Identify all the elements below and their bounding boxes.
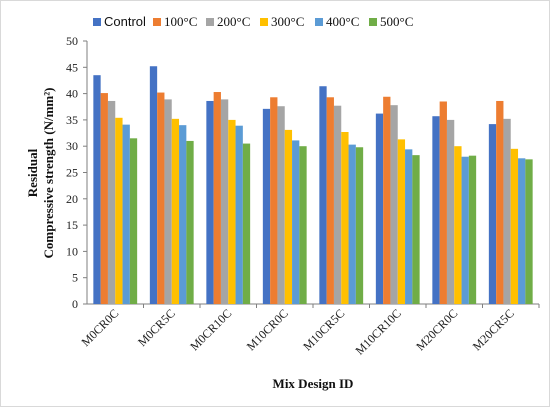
x-axis-title: Mix Design ID — [273, 376, 354, 391]
x-tick-label-7: M20CR5C — [470, 306, 517, 353]
legend-swatch-2 — [206, 18, 214, 26]
bar-m10cr5c-control — [319, 86, 327, 305]
y-tick-label-8: 40 — [66, 87, 78, 101]
bar-m20cr5c-500c — [525, 159, 533, 304]
legend-label-3: 300°C — [271, 14, 304, 29]
bar-m20cr0c-500c — [468, 155, 477, 304]
bar-m10cr10c-500c — [412, 155, 420, 304]
legend-swatch-0 — [93, 18, 101, 26]
y-tick-label-7: 35 — [66, 113, 78, 127]
y-tick-label-6: 30 — [66, 139, 78, 153]
legend-swatch-5 — [369, 18, 377, 26]
bar-m0cr5c-400c — [179, 125, 187, 304]
bar-m20cr5c-300c — [510, 148, 519, 304]
y-tick-label-10: 50 — [66, 34, 78, 48]
bar-m20cr0c-100c — [439, 101, 447, 305]
bar-m10cr0c-100c — [270, 97, 278, 304]
bar-m20cr5c-400c — [518, 158, 526, 304]
bar-m0cr5c-control — [149, 66, 158, 304]
bar-m0cr5c-200c — [164, 99, 172, 304]
bar-m0cr0c-200c — [107, 100, 116, 305]
bar-m10cr5c-100c — [326, 97, 334, 304]
legend-label-2: 200°C — [217, 14, 250, 29]
bar-m10cr5c-200c — [333, 105, 342, 304]
y-tick-label-9: 45 — [66, 60, 78, 74]
bar-m0cr10c-200c — [220, 99, 229, 304]
bar-m0cr10c-500c — [242, 143, 251, 304]
y-tick-label-2: 10 — [66, 244, 78, 258]
bar-m0cr10c-100c — [213, 92, 221, 304]
bar-m0cr5c-300c — [171, 118, 180, 305]
legend-label-0: Control — [104, 14, 146, 29]
bar-m0cr10c-control — [206, 100, 214, 305]
y-tick-label-3: 15 — [66, 218, 78, 232]
y-tick-label-0: 0 — [72, 297, 78, 311]
legend-label-1: 100°C — [164, 14, 197, 29]
bar-m10cr0c-200c — [277, 106, 285, 304]
bar-m10cr10c-300c — [397, 139, 406, 304]
y-axis-title-line-2: Compressive strength (N/mm²) — [41, 88, 56, 259]
x-tick-label-2: M0CR10C — [187, 306, 234, 353]
bar-m20cr0c-200c — [446, 119, 455, 305]
x-tick-label-4: M10CR5C — [300, 306, 347, 353]
bar-m10cr10c-400c — [405, 149, 413, 304]
x-tick-label-3: M10CR0C — [244, 306, 291, 353]
y-tick-label-5: 25 — [66, 166, 78, 180]
bar-m10cr10c-200c — [390, 105, 398, 304]
bar-m10cr0c-300c — [284, 129, 293, 304]
x-tick-label-6: M20CR0C — [413, 306, 460, 353]
x-tick-label-1: M0CR5C — [135, 306, 178, 349]
bar-m0cr5c-500c — [186, 140, 194, 304]
x-tick-label-0: M0CR0C — [78, 306, 121, 349]
bar-m20cr5c-200c — [503, 118, 511, 305]
bar-m20cr0c-control — [432, 116, 440, 304]
bar-m0cr0c-control — [93, 75, 101, 304]
bar-m20cr0c-300c — [454, 146, 462, 304]
bar-m20cr5c-100c — [496, 100, 504, 305]
legend-label-5: 500°C — [380, 14, 413, 29]
legend-swatch-1 — [153, 18, 161, 26]
bar-m10cr5c-300c — [341, 131, 349, 304]
bar-m0cr5c-100c — [157, 92, 165, 304]
y-axis-title-line-1: Residual — [25, 148, 40, 197]
x-tick-label-5: M10CR10C — [352, 306, 403, 357]
bar-m10cr10c-control — [375, 113, 384, 304]
y-tick-label-1: 5 — [72, 271, 78, 285]
y-tick-label-4: 20 — [66, 192, 78, 206]
bar-m0cr0c-400c — [122, 124, 130, 304]
bar-m10cr5c-500c — [355, 147, 364, 304]
bar-m0cr10c-400c — [235, 125, 243, 304]
legend-swatch-3 — [260, 18, 268, 26]
bar-m0cr0c-500c — [129, 138, 138, 304]
bar-m20cr0c-400c — [461, 156, 469, 304]
bar-m10cr5c-400c — [348, 144, 356, 304]
bar-m0cr0c-100c — [100, 93, 108, 304]
legend-label-4: 400°C — [326, 14, 359, 29]
bar-m10cr10c-100c — [383, 96, 391, 304]
bar-m0cr10c-300c — [228, 119, 236, 305]
bar-m20cr5c-control — [488, 124, 497, 304]
legend-swatch-4 — [315, 18, 323, 26]
bar-m0cr0c-300c — [115, 117, 123, 305]
bar-m10cr0c-400c — [292, 140, 300, 304]
bar-m10cr0c-control — [262, 108, 271, 304]
bar-m10cr0c-500c — [299, 146, 307, 304]
